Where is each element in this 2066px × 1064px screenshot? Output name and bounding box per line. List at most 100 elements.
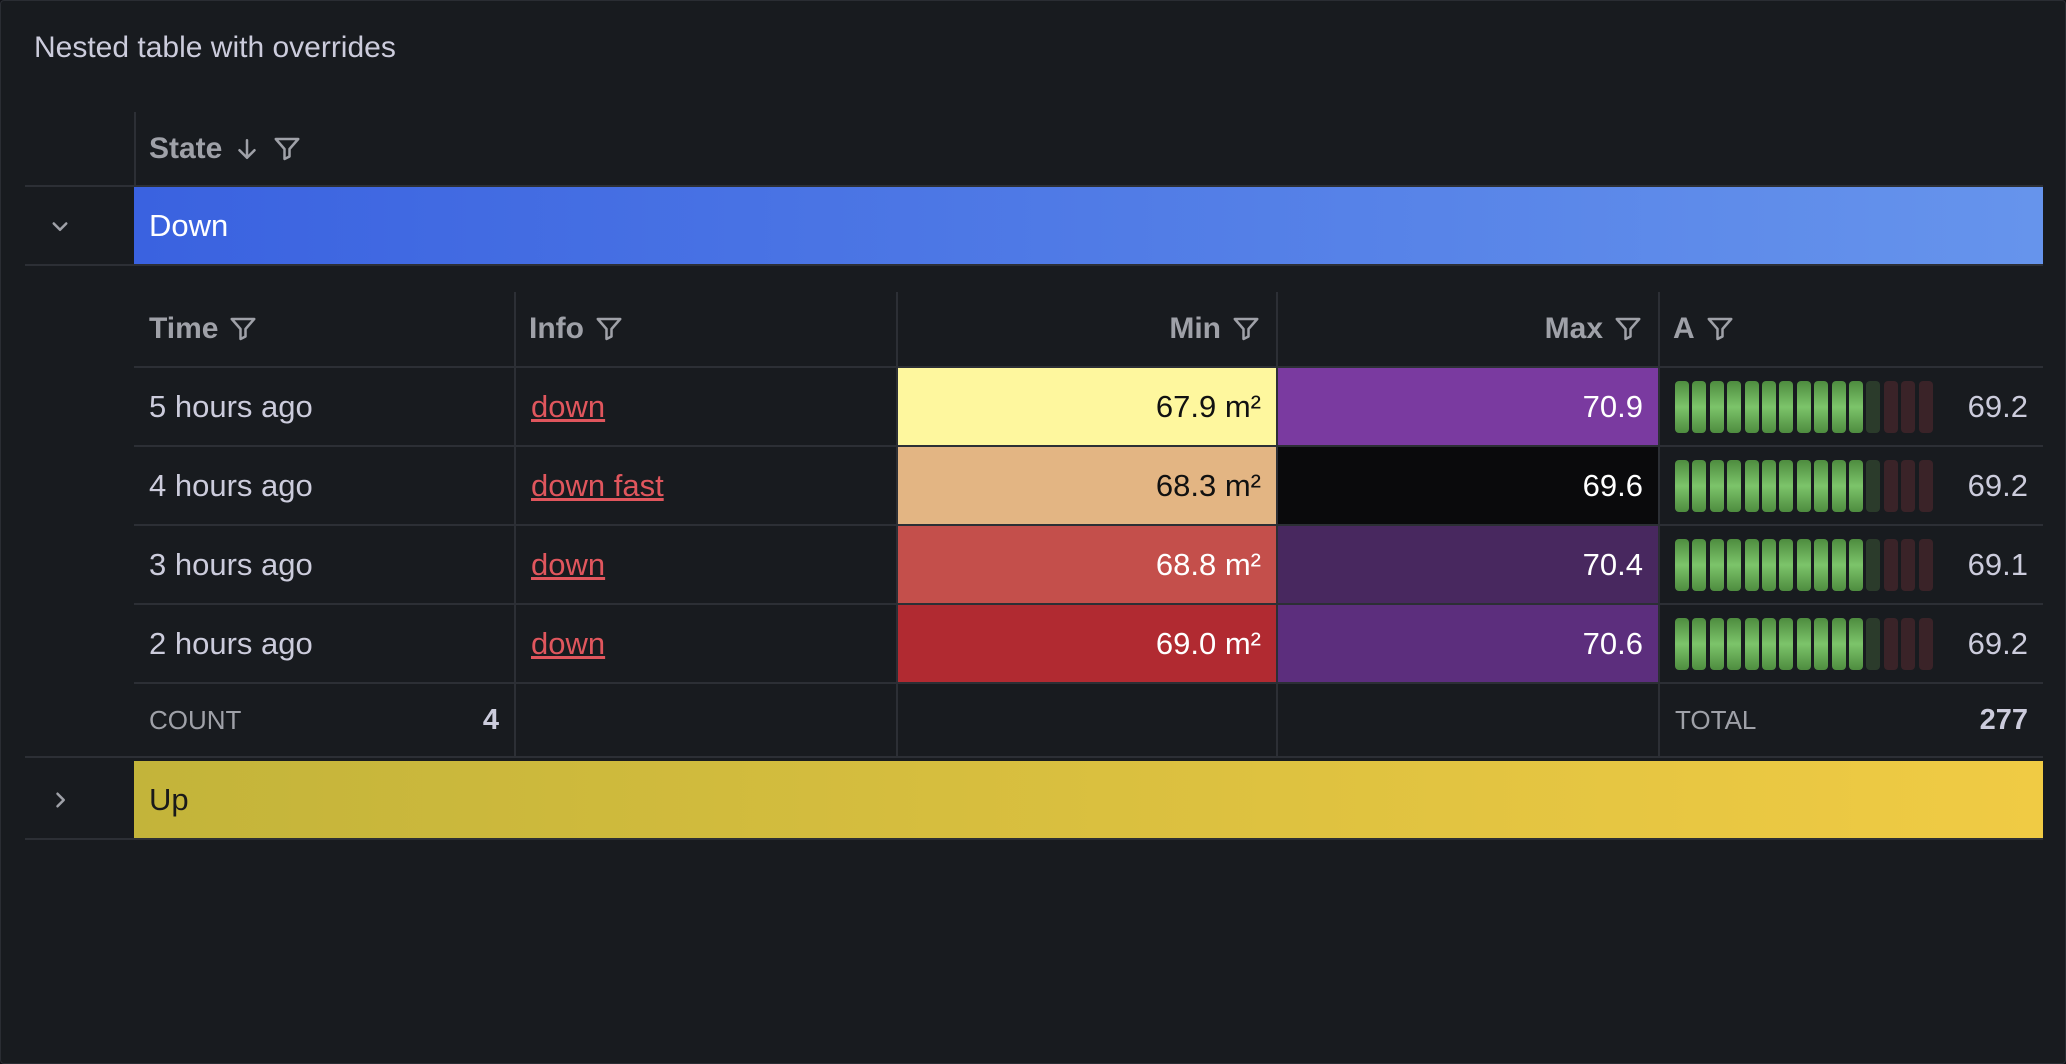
column-border — [896, 526, 898, 603]
gauge-segment — [1762, 618, 1776, 670]
link[interactable]: down — [531, 388, 606, 424]
table-cell: 3 hours ago — [134, 526, 514, 603]
row-border — [25, 838, 2043, 840]
gauge-segment — [1866, 381, 1881, 433]
table-cell: 67.9 m² — [898, 368, 1276, 445]
gauge-segment — [1675, 539, 1689, 591]
gauge-segment — [1918, 381, 1933, 433]
table-cell: 4 hours ago — [134, 447, 514, 524]
column-header[interactable]: A — [1658, 292, 2043, 366]
column-header[interactable]: Info — [514, 292, 896, 366]
table-cell: 69.2 — [1660, 605, 2043, 682]
gauge-segment — [1814, 539, 1829, 591]
footer-label: COUNT — [149, 704, 242, 735]
table-cell: 70.9 — [1278, 368, 1658, 445]
column-border — [514, 526, 516, 603]
gauge-segment — [1675, 460, 1689, 512]
gauge-segment — [1814, 618, 1829, 670]
table-cell: 2 hours ago — [134, 605, 514, 682]
gauge-segment — [1918, 460, 1933, 512]
gauge-segment — [1692, 539, 1707, 591]
gauge-segment — [1744, 539, 1759, 591]
column-border — [1658, 684, 1660, 756]
gauge-segment — [1883, 381, 1898, 433]
column-border — [1658, 526, 1660, 603]
gauge-segment — [1831, 381, 1846, 433]
table-cell: down fast — [516, 447, 896, 524]
expand-toggle[interactable] — [45, 187, 75, 264]
column-header-text: Time — [149, 312, 219, 345]
gauge-segment — [1727, 618, 1742, 670]
row-border — [134, 524, 2043, 526]
gauge-segment — [1709, 618, 1724, 670]
sort-icon — [238, 138, 257, 159]
column-header-text: A — [1673, 312, 1695, 345]
cell-text: 2 hours ago — [149, 625, 313, 661]
column-header[interactable]: Time — [134, 292, 514, 366]
footer-cell: TOTAL 277 — [1660, 684, 2043, 756]
gauge-segment — [1849, 539, 1863, 591]
filter-icon[interactable] — [272, 134, 302, 164]
cell-text: 5 hours ago — [149, 388, 313, 424]
gauge-segment — [1779, 539, 1794, 591]
link[interactable]: down — [531, 546, 606, 582]
filter-icon[interactable] — [594, 314, 624, 344]
column-border — [1658, 292, 1660, 366]
column-border — [1276, 605, 1278, 682]
table-cell: down — [516, 368, 896, 445]
cell-text: 70.6 — [1582, 625, 1643, 661]
column-header[interactable]: Max — [1276, 292, 1658, 366]
gauge-segment — [1744, 618, 1759, 670]
table-cell: 69.2 — [1660, 447, 2043, 524]
gauge-segment — [1883, 460, 1898, 512]
gauge-segment — [1901, 460, 1916, 512]
link[interactable]: down fast — [531, 467, 664, 503]
gauge-segment — [1849, 618, 1863, 670]
gauge-segment — [1814, 460, 1829, 512]
gauge-segment — [1762, 539, 1776, 591]
gauge-segment — [1866, 460, 1881, 512]
gauge-segment — [1831, 460, 1846, 512]
column-border — [1276, 447, 1278, 524]
filter-icon[interactable] — [1231, 314, 1261, 344]
gauge-segment — [1849, 460, 1863, 512]
filter-icon[interactable] — [228, 314, 258, 344]
row-border — [25, 264, 2043, 266]
gauge-segment — [1796, 618, 1811, 670]
footer-value: 277 — [1979, 703, 2028, 736]
gauge-segment — [1883, 539, 1898, 591]
column-border — [896, 447, 898, 524]
column-border — [1276, 292, 1278, 366]
filter-icon[interactable] — [1705, 314, 1735, 344]
chevron-icon[interactable] — [45, 785, 75, 815]
gauge-segment — [1692, 460, 1707, 512]
cell-text: 69.2 — [1967, 467, 2028, 503]
gauge-segment — [1796, 381, 1811, 433]
chevron-icon[interactable] — [45, 211, 75, 241]
footer-label: TOTAL — [1675, 704, 1757, 735]
column-header[interactable]: Min — [896, 292, 1276, 366]
table-cell: 68.3 m² — [898, 447, 1276, 524]
gauge-segment — [1901, 618, 1916, 670]
column-border — [1658, 368, 1660, 445]
cell-text: 70.4 — [1582, 546, 1643, 582]
row-border — [25, 185, 2043, 187]
gauge-segment — [1901, 539, 1916, 591]
column-border — [514, 292, 516, 366]
cell-text: 69.2 — [1967, 388, 2028, 424]
expand-toggle[interactable] — [45, 761, 75, 838]
group-row: Down — [134, 187, 2043, 264]
column-border — [896, 684, 898, 756]
cell-text: 4 hours ago — [149, 467, 313, 503]
link[interactable]: down — [531, 625, 606, 661]
gauge-segment — [1866, 618, 1881, 670]
gauge-segment — [1709, 539, 1724, 591]
header-cell[interactable]: State — [149, 112, 302, 185]
gauge-segment — [1814, 381, 1829, 433]
table-cell: down — [516, 605, 896, 682]
row-border — [134, 682, 2043, 684]
gauge-segment — [1779, 460, 1794, 512]
row-border — [25, 756, 2043, 758]
filter-icon[interactable] — [1613, 314, 1643, 344]
